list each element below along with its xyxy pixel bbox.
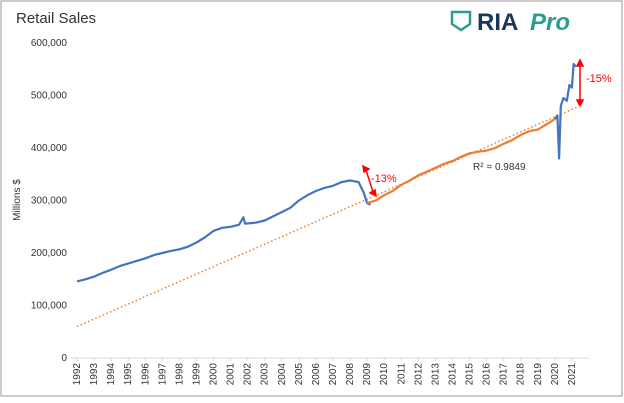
- logo-text: RIA: [477, 9, 518, 36]
- y-tick-label: 400,000: [31, 143, 68, 154]
- annotation: -13%: [371, 173, 397, 185]
- logo-icon: [450, 10, 472, 32]
- x-tick-label: 1997: [157, 363, 168, 386]
- x-tick-label: 2021: [567, 363, 578, 386]
- annotation: -15%: [586, 73, 612, 85]
- arrows: [362, 58, 585, 198]
- x-tick-label: 2010: [379, 363, 390, 386]
- x-tick-label: 2009: [362, 363, 373, 386]
- x-tick-label: 2017: [499, 363, 510, 386]
- x-tick-label: 2018: [516, 363, 527, 386]
- x-tick-label: 2006: [311, 363, 322, 386]
- series-line: [366, 118, 556, 205]
- x-tick-label: 1999: [191, 363, 202, 386]
- x-tick-label: 1995: [123, 363, 134, 386]
- y-tick-label: 200,000: [31, 248, 68, 259]
- y-tick-label: 600,000: [31, 38, 68, 49]
- arrow-head: [362, 164, 377, 198]
- x-tick-label: 1994: [106, 363, 117, 386]
- x-tick-label: 2016: [482, 363, 493, 386]
- x-tick-label: 2013: [430, 363, 441, 386]
- y-axis-label: Millions $: [12, 179, 23, 221]
- x-tick-label: 2012: [413, 363, 424, 386]
- x-tick-label: 2019: [533, 363, 544, 386]
- x-tick-label: 2002: [243, 363, 254, 386]
- y-tick-label: 500,000: [31, 91, 68, 102]
- y-tick-label: 0: [61, 353, 67, 364]
- x-tick-label: 2004: [277, 363, 288, 386]
- x-tick-label: 2003: [260, 363, 271, 386]
- x-tick-label: 2008: [345, 363, 356, 386]
- r2-label: R² = 0.9849: [473, 162, 526, 173]
- arrow-head: [575, 58, 585, 108]
- x-tick-label: 2015: [465, 363, 476, 386]
- x-tick-label: 1998: [174, 363, 185, 386]
- x-tick-label: 2000: [209, 363, 220, 386]
- x-tick-label: 2001: [226, 363, 237, 386]
- x-tick-label: 1992: [72, 363, 83, 386]
- chart-title: Retail Sales: [16, 10, 96, 27]
- x-tick-label: 2005: [294, 363, 305, 386]
- y-tick-label: 100,000: [31, 301, 68, 312]
- x-tick-label: 2014: [447, 363, 458, 386]
- y-tick-label: 300,000: [31, 196, 68, 207]
- x-tick-label: 2011: [396, 363, 407, 385]
- series-line: [76, 62, 577, 283]
- x-tick-label: 1993: [89, 363, 100, 386]
- logo: RIA Pro: [450, 9, 570, 36]
- x-tick-label: 2020: [550, 363, 561, 386]
- x-tick-label: 2007: [328, 363, 339, 386]
- x-tick-label: 1996: [140, 363, 151, 386]
- logo-sub: Pro: [530, 9, 570, 36]
- arrow: [365, 169, 374, 193]
